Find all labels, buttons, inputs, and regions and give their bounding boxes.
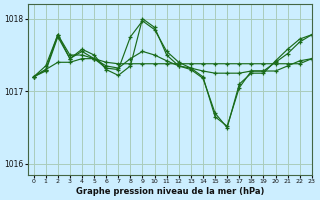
X-axis label: Graphe pression niveau de la mer (hPa): Graphe pression niveau de la mer (hPa)	[76, 187, 264, 196]
